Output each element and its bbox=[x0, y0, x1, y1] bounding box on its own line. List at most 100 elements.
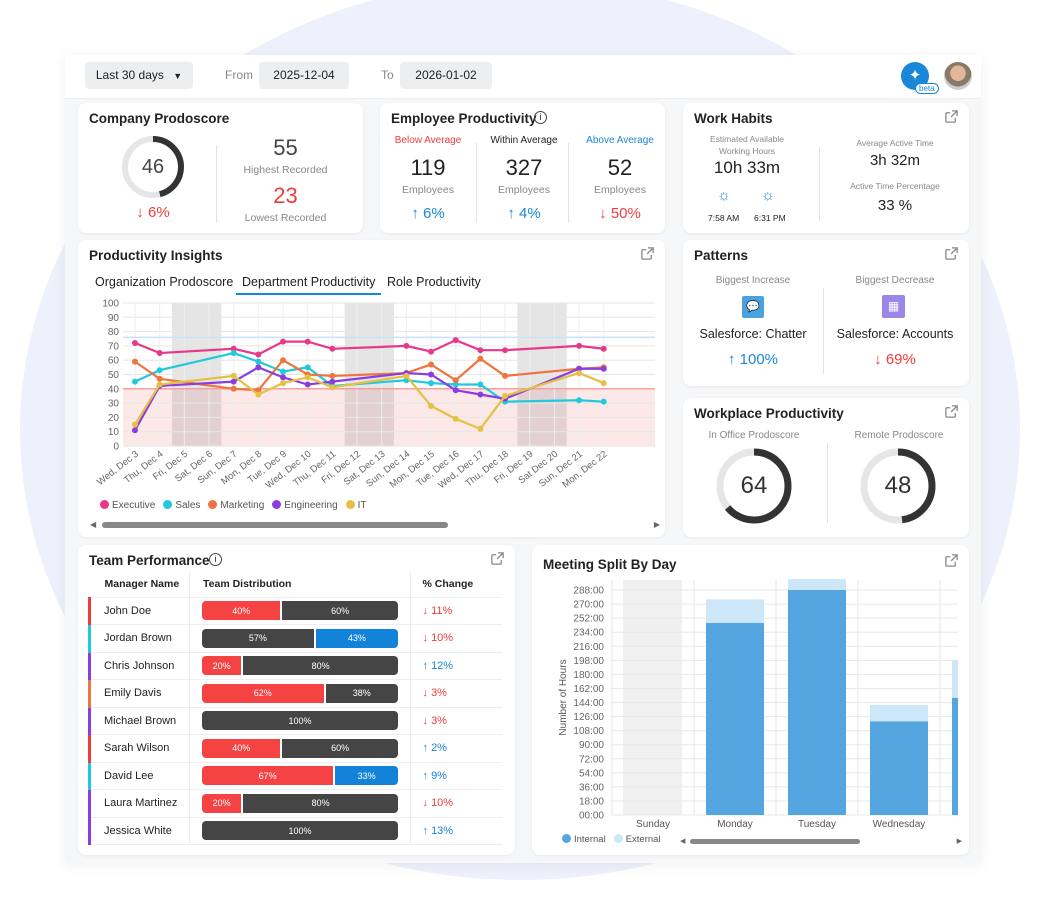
info-icon[interactable]: i bbox=[209, 553, 222, 566]
data-point[interactable] bbox=[600, 380, 607, 387]
data-point[interactable] bbox=[156, 381, 163, 388]
external-link-icon[interactable] bbox=[944, 553, 959, 568]
bar-internal[interactable] bbox=[952, 697, 965, 815]
data-point[interactable] bbox=[452, 337, 459, 344]
chart-scrollbar[interactable]: ◀ ▶ bbox=[90, 520, 660, 530]
data-point[interactable] bbox=[403, 372, 410, 379]
data-point[interactable] bbox=[304, 374, 311, 381]
data-point[interactable] bbox=[255, 387, 262, 394]
data-point[interactable] bbox=[600, 398, 607, 405]
data-point[interactable] bbox=[304, 364, 311, 371]
data-point[interactable] bbox=[477, 355, 484, 362]
info-icon[interactable]: i bbox=[534, 111, 547, 124]
data-point[interactable] bbox=[600, 345, 607, 352]
external-link-icon[interactable] bbox=[944, 246, 959, 261]
external-link-icon[interactable] bbox=[640, 246, 655, 261]
legend-item[interactable]: External bbox=[613, 834, 661, 845]
bar-internal[interactable] bbox=[706, 622, 764, 815]
table-row[interactable]: Chris Johnson 20% 80% ↑ 12% bbox=[88, 652, 502, 680]
data-point[interactable] bbox=[230, 385, 237, 392]
user-avatar[interactable] bbox=[944, 62, 972, 90]
col-team-distribution[interactable]: Team Distribution bbox=[189, 572, 411, 598]
data-point[interactable] bbox=[329, 378, 336, 385]
data-point[interactable] bbox=[403, 342, 410, 349]
external-link-icon[interactable] bbox=[490, 551, 505, 566]
data-point[interactable] bbox=[452, 415, 459, 422]
col-manager-name[interactable]: Manager Name bbox=[89, 572, 190, 598]
data-point[interactable] bbox=[230, 350, 237, 357]
data-point[interactable] bbox=[280, 357, 287, 364]
data-point[interactable] bbox=[576, 342, 583, 349]
table-row[interactable]: Michael Brown 100% ↓ 3% bbox=[88, 707, 502, 735]
external-link-icon[interactable] bbox=[944, 109, 959, 124]
range-dropdown[interactable]: Last 30 days ▼ bbox=[85, 62, 193, 89]
table-row[interactable]: Sarah Wilson 40% 60% ↑ 2% bbox=[88, 734, 502, 763]
scroll-right-icon[interactable]: ▶ bbox=[956, 838, 962, 845]
data-point[interactable] bbox=[502, 372, 509, 379]
scroll-left-icon[interactable]: ◀ bbox=[90, 520, 97, 529]
data-point[interactable] bbox=[452, 381, 459, 388]
data-point[interactable] bbox=[132, 340, 138, 347]
table-row[interactable]: Laura Martinez 20% 80% ↓ 10% bbox=[88, 789, 502, 818]
scroll-left-icon[interactable]: ◀ bbox=[680, 838, 686, 845]
bar-external[interactable] bbox=[706, 599, 764, 623]
bar-external[interactable] bbox=[952, 660, 965, 698]
data-point[interactable] bbox=[132, 421, 138, 428]
table-row[interactable]: Jordan Brown 57% 43% ↓ 10% bbox=[88, 624, 502, 653]
legend-item[interactable]: Engineering bbox=[272, 500, 338, 511]
table-row[interactable]: John Doe 40% 60% ↓ 11% bbox=[88, 597, 502, 625]
data-point[interactable] bbox=[477, 381, 484, 388]
scroll-thumb[interactable] bbox=[690, 839, 860, 844]
data-point[interactable] bbox=[156, 375, 163, 382]
data-point[interactable] bbox=[428, 402, 435, 409]
data-point[interactable] bbox=[477, 391, 484, 398]
data-point[interactable] bbox=[452, 387, 459, 394]
data-point[interactable] bbox=[477, 347, 484, 354]
bar-external[interactable] bbox=[870, 704, 928, 722]
data-point[interactable] bbox=[255, 351, 262, 358]
legend-item[interactable]: Internal bbox=[562, 834, 606, 845]
scroll-right-icon[interactable]: ▶ bbox=[653, 520, 660, 529]
data-point[interactable] bbox=[132, 358, 138, 365]
data-point[interactable] bbox=[230, 345, 237, 352]
chart-scrollbar[interactable]: ◀ ▶ bbox=[680, 838, 962, 846]
external-link-icon[interactable] bbox=[944, 404, 959, 419]
data-point[interactable] bbox=[428, 361, 435, 368]
data-point[interactable] bbox=[156, 350, 163, 357]
data-point[interactable] bbox=[255, 391, 262, 398]
tab-department-productivity[interactable]: Department Productivity bbox=[236, 275, 381, 295]
data-point[interactable] bbox=[502, 392, 509, 399]
data-point[interactable] bbox=[156, 367, 163, 374]
data-point[interactable] bbox=[576, 370, 583, 377]
bar-internal[interactable] bbox=[870, 721, 928, 815]
data-point[interactable] bbox=[329, 372, 336, 379]
data-point[interactable] bbox=[428, 348, 435, 355]
legend-item[interactable]: IT bbox=[345, 500, 367, 511]
data-point[interactable] bbox=[452, 377, 459, 384]
data-point[interactable] bbox=[230, 372, 237, 379]
legend-item[interactable]: Marketing bbox=[208, 500, 264, 511]
tab-organization-prodoscore[interactable]: Organization Prodoscore bbox=[95, 275, 234, 289]
col-change[interactable]: % Change bbox=[410, 572, 502, 598]
bar-external[interactable] bbox=[788, 579, 846, 590]
data-point[interactable] bbox=[280, 374, 287, 381]
tab-role-productivity[interactable]: Role Productivity bbox=[387, 275, 481, 289]
data-point[interactable] bbox=[428, 380, 435, 387]
to-date-input[interactable]: 2026-01-02 bbox=[400, 62, 492, 89]
data-point[interactable] bbox=[132, 427, 138, 434]
table-row[interactable]: David Lee 67% 33% ↑ 9% bbox=[88, 762, 502, 790]
data-point[interactable] bbox=[255, 358, 262, 365]
data-point[interactable] bbox=[502, 347, 509, 354]
table-row[interactable]: Jessica White 100% ↑ 13% bbox=[88, 817, 502, 845]
table-row[interactable]: Emily Davis 62% 38% ↓ 3% bbox=[88, 679, 502, 708]
data-point[interactable] bbox=[576, 365, 583, 372]
scroll-thumb[interactable] bbox=[102, 522, 448, 528]
data-point[interactable] bbox=[329, 384, 336, 391]
legend-item[interactable]: Executive bbox=[100, 500, 155, 511]
data-point[interactable] bbox=[428, 371, 435, 378]
data-point[interactable] bbox=[132, 378, 138, 385]
legend-item[interactable]: Sales bbox=[163, 500, 200, 511]
data-point[interactable] bbox=[304, 381, 311, 388]
bar-internal[interactable] bbox=[788, 590, 846, 815]
data-point[interactable] bbox=[280, 368, 287, 375]
